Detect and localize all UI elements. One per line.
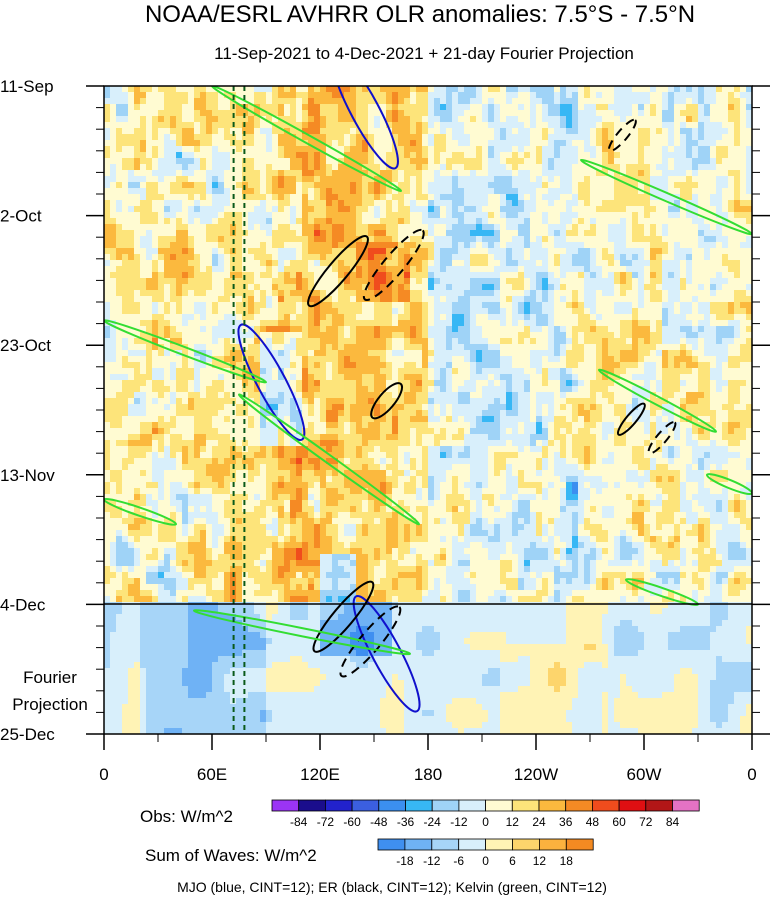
colorbar-tick-label: -84 xyxy=(290,815,308,829)
contours-kelvin xyxy=(104,86,752,656)
chart-title: NOAA/ESRL AVHRR OLR anomalies: 7.5°S - 7… xyxy=(145,1,695,28)
y-tick-label: 2-Oct xyxy=(0,207,42,226)
kelvin-contour xyxy=(579,158,752,236)
colorbar-tick-label: 48 xyxy=(586,815,600,829)
kelvin-contour xyxy=(192,609,412,656)
colorbar-swatch xyxy=(458,799,486,812)
colorbar-tick-label: -12 xyxy=(423,854,441,868)
colorbar-swatch xyxy=(378,799,406,812)
y-tick-label: 13-Nov xyxy=(0,466,55,485)
contours-er xyxy=(307,118,677,678)
footer-legend: MJO (blue, CINT=12); ER (black, CINT=12)… xyxy=(177,879,607,895)
er-contour xyxy=(307,235,369,308)
fourier-projection-label-line1: Fourier xyxy=(23,668,77,687)
er-contour xyxy=(647,421,677,455)
colorbar-swatch xyxy=(431,799,460,812)
x-tick-label: 120E xyxy=(300,765,340,784)
colorbar-tick-label: 72 xyxy=(639,815,653,829)
er-contour xyxy=(370,382,404,420)
kelvin-contour xyxy=(104,497,178,526)
colorbar-swatch xyxy=(565,838,594,851)
y-tick-label: 25-Dec xyxy=(0,725,55,744)
contours-mjo xyxy=(237,86,421,713)
fourier-projection-label-line2: Projection xyxy=(12,695,88,714)
colorbar-waves-label: Sum of Waves: W/m^2 xyxy=(145,846,317,865)
colorbar-swatch xyxy=(645,799,673,812)
x-tick-label: 0 xyxy=(747,765,756,784)
er-contour xyxy=(312,580,375,653)
colorbar-swatch xyxy=(512,838,540,851)
mjo-contour xyxy=(352,595,421,713)
er-contour xyxy=(616,402,646,436)
reference-lines xyxy=(232,86,246,734)
colorbar-obs: -84 -72 -60 -48 -36 -24 -12 0 12 24 36 48 60 72 84 xyxy=(271,799,700,829)
colorbar-swatch xyxy=(458,838,487,851)
er-contour xyxy=(339,605,402,678)
kelvin-contour xyxy=(597,368,718,433)
olr-anomaly-field xyxy=(104,86,752,734)
colorbar-obs-label: Obs: W/m^2 xyxy=(140,807,233,826)
x-tick-label: 60E xyxy=(197,765,227,784)
chart-subtitle: 11-Sep-2021 to 4-Dec-2021 + 21-day Fouri… xyxy=(214,44,634,63)
er-contour xyxy=(607,118,637,153)
colorbar-tick-label: 12 xyxy=(533,854,547,868)
kelvin-contour xyxy=(237,393,421,526)
kelvin-contour xyxy=(705,473,752,496)
colorbar-swatch xyxy=(324,799,353,812)
er-contour xyxy=(362,228,425,302)
colorbar-swatch xyxy=(298,799,326,812)
colorbar-swatch xyxy=(404,838,433,851)
x-tick-label: 0 xyxy=(99,765,108,784)
colorbar-tick-label: -48 xyxy=(370,815,388,829)
colorbar-tick-label: 0 xyxy=(482,815,489,829)
plot-area xyxy=(104,86,752,734)
kelvin-contour xyxy=(210,86,403,193)
x-tick-label: 120W xyxy=(514,765,558,784)
colorbar-tick-label: -18 xyxy=(396,854,414,868)
colorbar-tick-label: -72 xyxy=(317,815,335,829)
colorbar-tick-label: -24 xyxy=(424,815,442,829)
colorbar-tick-label: 12 xyxy=(506,815,520,829)
colorbar-waves: -18 -12 -6 0 6 12 18 xyxy=(377,838,594,868)
y-tick-label: 23-Oct xyxy=(0,336,51,355)
y-tick-label: 4-Dec xyxy=(0,595,46,614)
colorbar-tick-label: 36 xyxy=(559,815,573,829)
colorbar-swatch xyxy=(405,799,433,812)
colorbar-tick-label: -36 xyxy=(397,815,415,829)
colorbar-swatch xyxy=(618,799,647,812)
colorbar-swatch xyxy=(485,838,513,851)
colorbar-swatch xyxy=(592,799,620,812)
colorbar-swatch xyxy=(538,799,567,812)
colorbar-tick-label: -60 xyxy=(343,815,361,829)
colorbar-tick-label: 60 xyxy=(612,815,626,829)
colorbar-swatch xyxy=(431,838,460,851)
colorbar-swatch xyxy=(485,799,513,812)
wave-contours xyxy=(104,86,752,713)
y-tick-label: 11-Sep xyxy=(0,77,54,96)
mjo-contour xyxy=(331,86,399,170)
colorbar-swatch xyxy=(351,799,380,812)
x-tick-label: 60W xyxy=(627,765,662,784)
colorbar-swatch xyxy=(377,838,406,851)
colorbar-swatch xyxy=(271,799,300,812)
colorbar-swatch xyxy=(511,799,540,812)
colorbar-tick-label: 6 xyxy=(509,854,516,868)
colorbar-tick-label: -12 xyxy=(450,815,468,829)
colorbar-tick-label: 24 xyxy=(532,815,546,829)
colorbar-tick-label: 84 xyxy=(666,815,680,829)
colorbar-swatch xyxy=(672,799,700,812)
colorbar-swatch xyxy=(539,838,567,851)
mjo-contour xyxy=(237,323,306,441)
colorbar-tick-label: 0 xyxy=(482,854,489,868)
y-axis: 11-Sep 2-Oct 23-Oct 13-Nov 4-Dec 25-Dec xyxy=(0,77,770,744)
x-axis: 0 60E 120E 180 120W 60W 0 xyxy=(99,734,757,784)
x-tick-label: 180 xyxy=(414,765,442,784)
colorbar-swatch xyxy=(565,799,593,812)
colorbar-tick-label: -6 xyxy=(453,854,464,868)
colorbar-tick-label: 18 xyxy=(560,854,574,868)
